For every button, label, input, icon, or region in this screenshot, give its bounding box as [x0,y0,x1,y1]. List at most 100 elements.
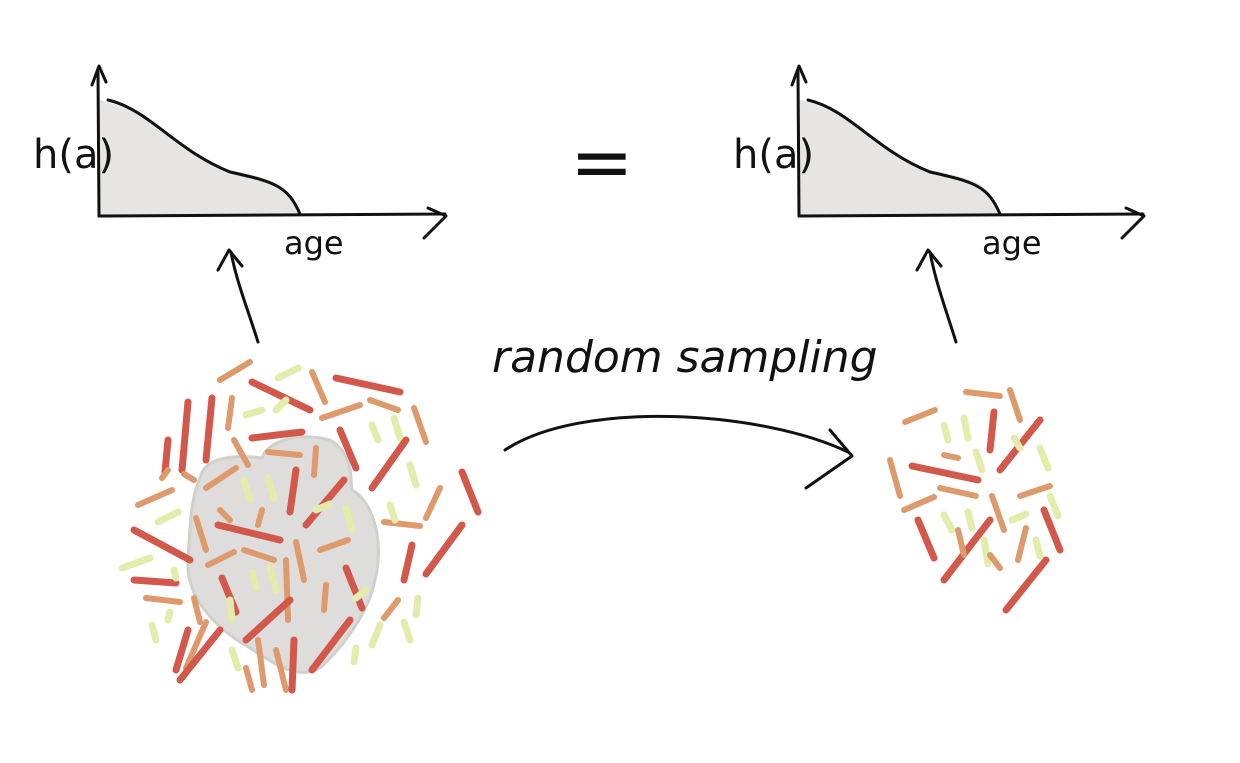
cell-rod [368,621,384,649]
cell-rod [205,549,237,568]
cell-rod [248,378,314,414]
cell-rod [202,394,216,464]
cell-rod [386,501,399,524]
cell-rod [191,595,203,625]
right-histogram-curve [806,98,1002,216]
cell-rod [1008,510,1030,524]
cell-rod [937,485,979,499]
cell-rod [901,494,937,513]
cell-rod [217,359,253,383]
right-y-label: h(a) [733,132,814,178]
cell-rod [342,564,366,612]
right-x-axis [797,212,1145,218]
cell-rod [940,421,952,444]
cell-rod [964,508,976,532]
cell-rod [1017,483,1053,499]
cell-rod [1007,387,1023,423]
cell-rod [265,449,303,458]
cell-rod [161,436,172,476]
cell-rod [242,596,294,644]
cell-rod [178,398,192,474]
right-up-arrow [915,248,958,344]
cell-rod [286,466,300,516]
cell-rod [1036,444,1052,472]
cell-rod [940,516,994,584]
cell-rod [226,596,236,624]
cell-rod [273,647,289,693]
cell-rod [241,547,277,563]
cell-rod [908,462,982,484]
left-x-axis [97,212,447,218]
cell-rod [293,539,307,583]
right-age-plot: h(a) age [733,64,1146,262]
cell-rod [183,619,209,671]
right-x-label: age [982,224,1042,262]
cell-rod [130,576,180,587]
cell-rod [118,554,154,572]
cell-rod [255,637,267,688]
cell-rod [1015,525,1029,563]
left-age-plot: h(a) age [33,64,448,262]
left-x-label: age [284,224,344,262]
cell-rod [367,397,401,413]
cell-rod [243,665,255,693]
cell-rod [963,389,1003,399]
cell-rod [1002,556,1050,614]
left-up-arrow [216,248,260,344]
cell-rod [400,618,414,644]
left-y-label: h(a) [33,132,114,178]
cell-rod [181,471,197,483]
cell-rod [130,526,194,564]
cell-rod [309,369,328,405]
cell-rod [960,414,972,442]
cell-rod [458,468,482,516]
cell-rod [274,364,302,382]
cell-rod [176,626,224,684]
cell-rod [902,407,938,425]
cell-rod [264,474,278,502]
left-y-arrowhead [90,64,108,87]
right-x-arrowhead [1120,206,1146,240]
cell-rod [941,452,961,461]
cell-rod [321,582,329,613]
cell-rod [319,402,363,421]
cell-rod [986,408,998,454]
cell-rod [170,566,180,582]
right-y-arrowhead [790,64,808,87]
cell-rod [342,504,356,534]
cell-rod [225,395,235,431]
cell-rod [242,406,266,419]
cell-rod [406,461,420,489]
cell-rod [317,537,351,553]
cell-rod [214,521,284,544]
cell-rod [272,396,290,414]
cell-rod [159,467,171,481]
cell-rod [423,485,443,521]
cell-rod [390,414,404,442]
full-population-cluster [118,359,482,694]
cell-rod [412,594,422,619]
cell-rod [422,521,466,578]
cell-rod [164,608,174,624]
cell-rod [255,507,265,528]
cell-rod [332,374,404,396]
cell-rod [143,595,183,605]
cell-rod [1010,434,1024,452]
random-sampling-arrow: random sampling [492,332,878,490]
cell-rod [203,465,239,491]
cell-rod [248,428,306,442]
cell-rod [972,448,986,474]
cell-rod [312,500,334,514]
cell-rod [266,564,280,594]
cell-rod [308,616,354,674]
cell-rod [887,457,903,499]
cell-rod [381,519,423,529]
cell-rod [148,621,160,644]
cell-rod [217,507,233,523]
cell-rod [914,516,938,562]
cell-rod [172,626,192,674]
cell-rod [368,421,382,444]
cell-rod [400,541,416,584]
cell-rod [352,586,370,602]
